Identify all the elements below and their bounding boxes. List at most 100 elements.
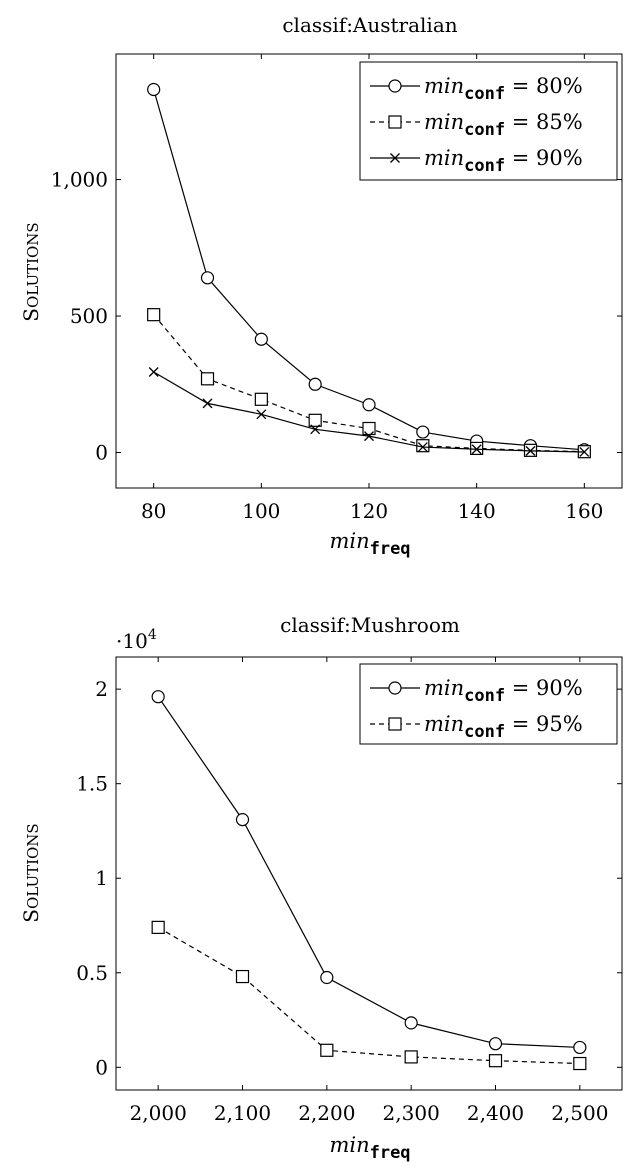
legend-label-italic: min [424,676,464,700]
x-tick-label: 2,400 [467,1101,524,1125]
data-point-square-marker [308,413,322,427]
data-point-circle-marker [200,271,215,285]
x-tick-label: 2,500 [551,1101,608,1125]
series-2 [151,920,587,1071]
data-point-circle-marker [147,82,161,97]
legend-label: minconf = 95% [424,712,583,742]
x-axis-label: minfreq [329,529,410,559]
y-axis-label: SOLUTIONS [19,222,43,321]
legend-label-sub: conf [464,156,505,176]
data-point-cross-marker [256,409,267,420]
legend: minconf = 90%minconf = 95% [359,663,618,745]
series-1 [151,690,587,1055]
y-tick-label: 0 [95,1055,108,1079]
legend-entry: minconf = 95% [370,712,583,742]
x-tick-label: 140 [458,499,496,523]
legend-label: minconf = 85% [424,110,583,140]
series-3-line [153,371,585,453]
legend-label-rest: = 85% [505,110,583,134]
x-tick-label: 2,000 [130,1101,187,1125]
y-tick-label: 1,000 [51,168,108,192]
chart-title: classif:Mushroom [280,613,460,637]
data-point-square-marker [362,421,376,436]
plot-frame [115,656,623,1091]
legend-label-rest: = 80% [505,74,583,98]
series-lines [147,82,591,459]
legend-box [359,663,618,745]
x-tick-label: 100 [242,499,280,523]
x-axis-label-sub: freq [370,539,411,559]
y-tick-label: 1 [95,866,108,890]
series-lines [151,690,587,1071]
legend-label: minconf = 90% [424,676,583,706]
legend-entry: minconf = 90% [370,146,583,176]
y-tick-labels: 0 500 1,000 [51,168,108,465]
y-tick-label: 0.5 [76,961,108,985]
y-tick-label: 0 [95,441,108,465]
x-axis-label-italic: min [329,529,369,553]
data-point-cross-marker [525,445,536,456]
legend-label: minconf = 80% [424,74,583,104]
x-tick-labels: 80 100 120 140 160 [141,499,603,523]
data-point-circle-marker [308,377,322,391]
data-point-square-marker [488,1054,503,1068]
series-2-line [157,926,580,1065]
legend-label-rest: = 90% [505,146,583,170]
data-point-square-marker [200,372,215,386]
y-tick-label: 1.5 [76,772,108,796]
data-point-cross-marker [310,424,321,435]
y-axis-label-rest: OLUTIONS [24,222,42,308]
y-axis-label-first: S [19,909,43,923]
legend-entry: minconf = 85% [370,110,583,140]
legend: minconf = 80%minconf = 85%minconf = 90% [359,61,618,181]
tick-marks [116,54,622,488]
y-axis-label: SOLUTIONS [19,823,43,922]
data-point-circle-marker [235,813,250,827]
data-point-circle-marker [320,970,334,985]
series-1-line [157,696,580,1049]
x-tick-label: 2,100 [214,1101,271,1125]
legend-label: minconf = 90% [424,146,583,176]
legend-label-rest: = 95% [505,712,583,736]
tick-marks [116,657,622,1090]
legend-label-italic: min [424,74,464,98]
x-axis-label-sub: freq [370,1143,411,1163]
legend-circle-marker [388,681,402,695]
data-point-circle-marker [151,690,165,704]
data-point-cross-marker [202,398,213,409]
data-point-circle-marker [488,1037,503,1051]
data-point-cross-marker [579,447,590,457]
y-scale-base: ·10 [116,629,148,653]
y-scale-exp: 4 [148,627,157,643]
data-point-square-marker [404,1050,418,1064]
legend-label-sub: conf [464,722,505,742]
legend-cross-marker [390,153,400,163]
x-axis-label: minfreq [329,1133,410,1163]
series-3 [148,367,590,457]
data-point-square-marker [573,1056,587,1071]
data-point-cross-marker [364,431,374,442]
data-point-cross-marker [417,442,428,453]
x-tick-label: 120 [350,499,388,523]
y-tick-label: 500 [70,304,108,328]
legend-box [359,61,618,181]
legend-label-sub: conf [464,686,505,706]
data-point-circle-marker [573,1040,587,1055]
legend-label-sub: conf [464,120,505,140]
y-axis-label-rest: OLUTIONS [24,823,42,909]
legend-square-marker [388,717,402,731]
data-point-cross-marker [471,444,482,455]
legend-square-marker [388,115,402,129]
legend-label-rest: = 90% [505,676,583,700]
data-point-circle-marker [362,398,376,412]
data-point-square-marker [235,969,250,984]
data-point-circle-marker [254,332,268,346]
x-tick-label: 2,200 [298,1101,355,1125]
chart-title: classif:Australian [282,13,457,37]
y-tick-labels: 0 0.5 1 1.5 2 [76,677,108,1079]
legend-circle-marker [388,79,402,93]
y-axis-label-first: S [19,308,43,322]
x-axis-label-italic: min [329,1133,369,1157]
legend-label-italic: min [424,110,464,134]
